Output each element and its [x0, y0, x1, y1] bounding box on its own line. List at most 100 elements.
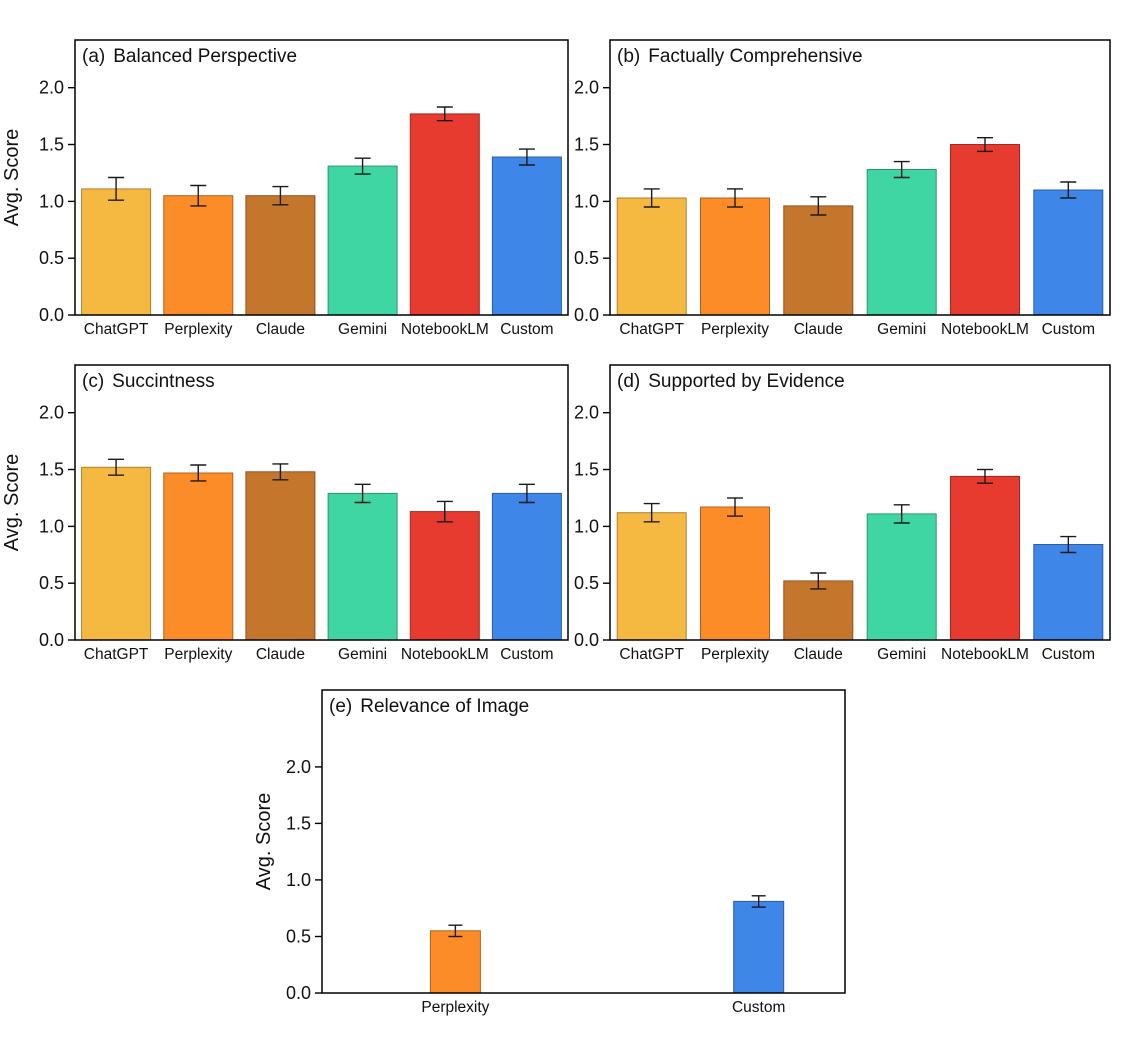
y-tick-label: 0.0 [574, 305, 599, 325]
bar-gemini [327, 165, 398, 316]
error-bar-perplexity [190, 464, 207, 482]
x-tick-label-notebooklm: NotebookLM [401, 321, 489, 338]
y-tick-label: 0.5 [574, 573, 599, 593]
error-bar-claude [810, 196, 827, 216]
x-tick-label-perplexity: Perplexity [164, 321, 232, 338]
panel-a-balanced-perspective: 0.0 0.5 1.0 1.5 2.0 ChatGPT Perplexity Claude Ge… [0, 10, 570, 360]
x-tick-label-custom: Custom [1042, 321, 1095, 338]
error-bar-gemini [354, 483, 371, 504]
x-tick-label-claude: Claude [256, 646, 305, 663]
error-bar-perplexity [727, 497, 743, 517]
bar-gemini [866, 169, 937, 316]
bar-perplexity [700, 197, 770, 316]
error-bar-chatgpt [643, 188, 660, 208]
panel-b-factually-comprehensive: 0.0 0.5 1.0 1.5 2.0 ChatGPT Perplexity Claude Ge… [570, 10, 1125, 360]
error-bar-claude [272, 463, 289, 481]
y-tick-label: 2.0 [286, 757, 311, 777]
y-tick-label: 2.0 [574, 403, 599, 423]
error-bar-notebooklm [977, 468, 993, 484]
bar-claude [783, 205, 854, 316]
x-tick-label-perplexity: Perplexity [701, 321, 769, 338]
panel-title-text: Relevance of Image [360, 696, 529, 717]
bar-custom [1033, 544, 1104, 641]
panel-label: (e) [329, 696, 352, 717]
bar-custom [733, 900, 785, 994]
y-tick-label: 1.5 [574, 460, 599, 480]
error-bar-gemini [354, 157, 371, 175]
bar-claude [245, 195, 316, 316]
panel-title: (c) Succintness [82, 371, 215, 392]
bar-chatgpt [81, 466, 152, 641]
y-tick-label: 1.5 [286, 813, 311, 833]
chart-svg-b: 0.0 0.5 1.0 1.5 2.0 ChatGPT Perplexity Claude Ge… [574, 39, 1111, 338]
y-tick-label: 1.0 [39, 516, 64, 536]
y-tick-label: 2.0 [39, 403, 64, 423]
error-bar-perplexity [448, 924, 463, 938]
y-tick-label: 0.0 [39, 305, 64, 325]
x-tick-label-chatgpt: ChatGPT [84, 646, 149, 663]
bar-perplexity [163, 195, 234, 316]
panel-label: (d) [617, 371, 640, 392]
y-tick-label: 1.5 [39, 135, 64, 155]
bar-claude [783, 580, 854, 641]
x-tick-label-notebooklm: NotebookLM [401, 646, 489, 663]
panel-title-text: Factually Comprehensive [648, 46, 862, 67]
plot-frame [74, 364, 569, 641]
bar-perplexity [429, 930, 481, 994]
error-bar-custom [1060, 535, 1077, 554]
y-axis-label: Avg. Score [1, 129, 23, 226]
error-bar-chatgpt [643, 502, 660, 523]
error-bar-custom [751, 895, 766, 908]
bar-notebooklm [409, 113, 480, 316]
x-tick-label-gemini: Gemini [338, 321, 387, 338]
panel-title: (a) Balanced Perspective [82, 46, 297, 67]
panel-c-succintness: 0.0 0.5 1.0 1.5 2.0 ChatGPT Perplexity Claude Ge… [0, 335, 570, 685]
chart-svg-e: 0.0 0.5 1.0 1.5 2.0 Perplexity Custom (e) Releva… [253, 689, 846, 1016]
x-tick-label-chatgpt: ChatGPT [619, 646, 684, 663]
plot-frame [609, 39, 1111, 316]
panel-label: (c) [82, 371, 104, 392]
y-tick-label: 0.0 [286, 983, 311, 1003]
error-bar-custom [1060, 181, 1077, 199]
x-tick-label-chatgpt: ChatGPT [619, 321, 684, 338]
chart-svg-d: 0.0 0.5 1.0 1.5 2.0 ChatGPT Perplexity Claude Ge… [574, 364, 1111, 663]
error-bar-notebooklm [977, 136, 993, 153]
chart-svg-c: 0.0 0.5 1.0 1.5 2.0 ChatGPT Perplexity Claude Ge… [1, 364, 569, 663]
bar-perplexity [700, 506, 770, 641]
panel-label: (a) [82, 46, 105, 67]
error-bar-claude [272, 185, 289, 206]
y-axis-label: Avg. Score [1, 454, 23, 551]
x-tick-label-claude: Claude [794, 321, 843, 338]
bar-gemini [327, 492, 398, 641]
x-tick-label-claude: Claude [256, 321, 305, 338]
y-tick-label: 0.0 [39, 630, 64, 650]
y-tick-label: 2.0 [574, 78, 599, 98]
error-bar-gemini [893, 504, 910, 524]
panel-title: (d) Supported by Evidence [617, 371, 845, 392]
error-bar-perplexity [727, 188, 743, 208]
y-tick-label: 1.0 [286, 870, 311, 890]
error-bar-chatgpt [108, 458, 125, 476]
y-axis-label: Avg. Score [253, 793, 275, 890]
x-tick-label-custom: Custom [1042, 646, 1095, 663]
bar-perplexity [163, 472, 234, 641]
chart-svg-a: 0.0 0.5 1.0 1.5 2.0 ChatGPT Perplexity Claude Ge… [1, 39, 569, 338]
panel-label: (b) [617, 46, 640, 67]
bar-claude [245, 471, 316, 641]
y-tick-label: 1.0 [574, 516, 599, 536]
x-tick-label-perplexity: Perplexity [421, 999, 489, 1016]
x-tick-label-custom: Custom [500, 646, 553, 663]
y-tick-label: 1.0 [39, 191, 64, 211]
panel-title-text: Balanced Perspective [113, 46, 297, 67]
error-bar-custom [518, 148, 535, 166]
y-tick-label: 0.5 [574, 248, 599, 268]
y-tick-label: 2.0 [39, 78, 64, 98]
bar-chatgpt [616, 512, 687, 641]
bar-chatgpt [81, 188, 152, 316]
error-bar-custom [518, 483, 535, 504]
x-tick-label-chatgpt: ChatGPT [84, 321, 149, 338]
bar-custom [1033, 189, 1104, 316]
bar-notebooklm [409, 511, 480, 641]
y-tick-label: 1.0 [574, 191, 599, 211]
